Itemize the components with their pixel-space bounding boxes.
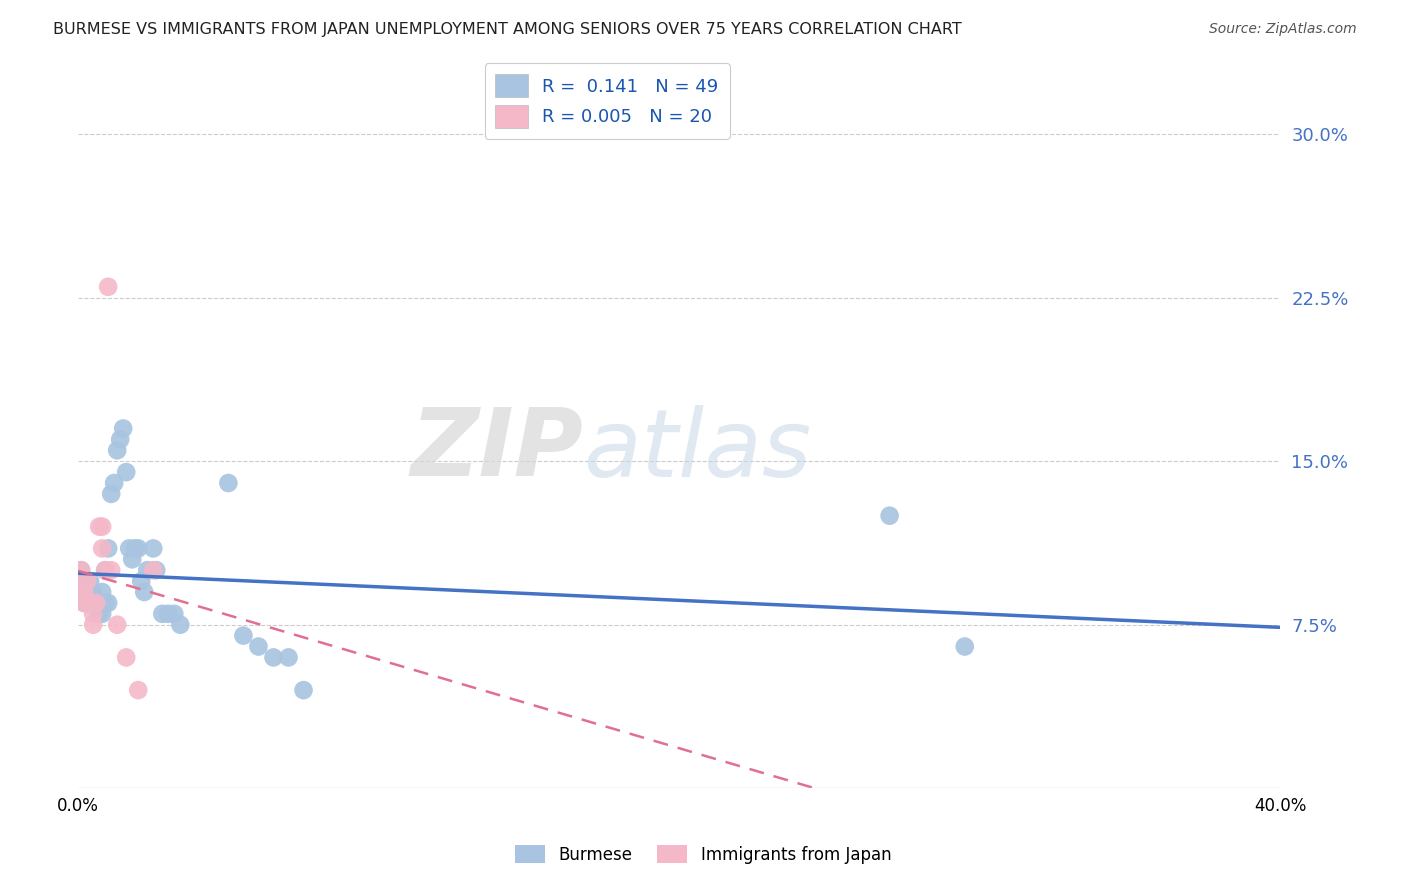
Point	[103, 475, 125, 490]
Point	[79, 574, 101, 588]
Point	[97, 541, 120, 556]
Point	[79, 596, 101, 610]
Point	[115, 650, 138, 665]
Point	[91, 541, 114, 556]
Point	[129, 574, 152, 588]
Point	[94, 563, 117, 577]
Point	[76, 574, 98, 588]
Point	[73, 596, 96, 610]
Point	[82, 596, 104, 610]
Point	[82, 607, 104, 621]
Point	[94, 563, 117, 577]
Point	[247, 640, 270, 654]
Point	[73, 596, 96, 610]
Point	[79, 585, 101, 599]
Point	[100, 563, 122, 577]
Point	[70, 574, 93, 588]
Legend: Burmese, Immigrants from Japan: Burmese, Immigrants from Japan	[508, 838, 898, 871]
Point	[82, 596, 104, 610]
Point	[84, 596, 107, 610]
Point	[142, 541, 165, 556]
Point	[108, 433, 131, 447]
Point	[91, 607, 114, 621]
Point	[97, 280, 120, 294]
Point	[89, 596, 111, 610]
Point	[82, 617, 104, 632]
Point	[217, 475, 239, 490]
Point	[115, 465, 138, 479]
Text: BURMESE VS IMMIGRANTS FROM JAPAN UNEMPLOYMENT AMONG SENIORS OVER 75 YEARS CORREL: BURMESE VS IMMIGRANTS FROM JAPAN UNEMPLO…	[53, 22, 962, 37]
Text: Source: ZipAtlas.com: Source: ZipAtlas.com	[1209, 22, 1357, 37]
Point	[70, 585, 93, 599]
Point	[97, 596, 120, 610]
Point	[263, 650, 285, 665]
Point	[91, 519, 114, 533]
Point	[879, 508, 901, 523]
Point	[150, 607, 173, 621]
Point	[105, 617, 128, 632]
Point	[112, 421, 135, 435]
Point	[100, 487, 122, 501]
Point	[232, 629, 254, 643]
Point	[89, 607, 111, 621]
Point	[84, 596, 107, 610]
Point	[76, 596, 98, 610]
Text: ZIP: ZIP	[411, 404, 583, 496]
Point	[136, 563, 159, 577]
Point	[292, 683, 315, 698]
Point	[70, 563, 93, 577]
Point	[76, 574, 98, 588]
Point	[124, 541, 146, 556]
Point	[76, 596, 98, 610]
Point	[145, 563, 167, 577]
Point	[82, 585, 104, 599]
Point	[953, 640, 976, 654]
Point	[94, 596, 117, 610]
Point	[121, 552, 143, 566]
Legend: R =  0.141   N = 49, R = 0.005   N = 20: R = 0.141 N = 49, R = 0.005 N = 20	[485, 63, 730, 138]
Point	[277, 650, 299, 665]
Point	[91, 585, 114, 599]
Point	[169, 617, 191, 632]
Point	[89, 519, 111, 533]
Point	[127, 541, 149, 556]
Point	[118, 541, 141, 556]
Point	[142, 563, 165, 577]
Point	[76, 596, 98, 610]
Point	[127, 683, 149, 698]
Text: atlas: atlas	[583, 405, 811, 496]
Point	[157, 607, 180, 621]
Point	[163, 607, 186, 621]
Point	[134, 585, 156, 599]
Point	[84, 596, 107, 610]
Point	[73, 585, 96, 599]
Point	[73, 585, 96, 599]
Point	[70, 563, 93, 577]
Point	[105, 443, 128, 458]
